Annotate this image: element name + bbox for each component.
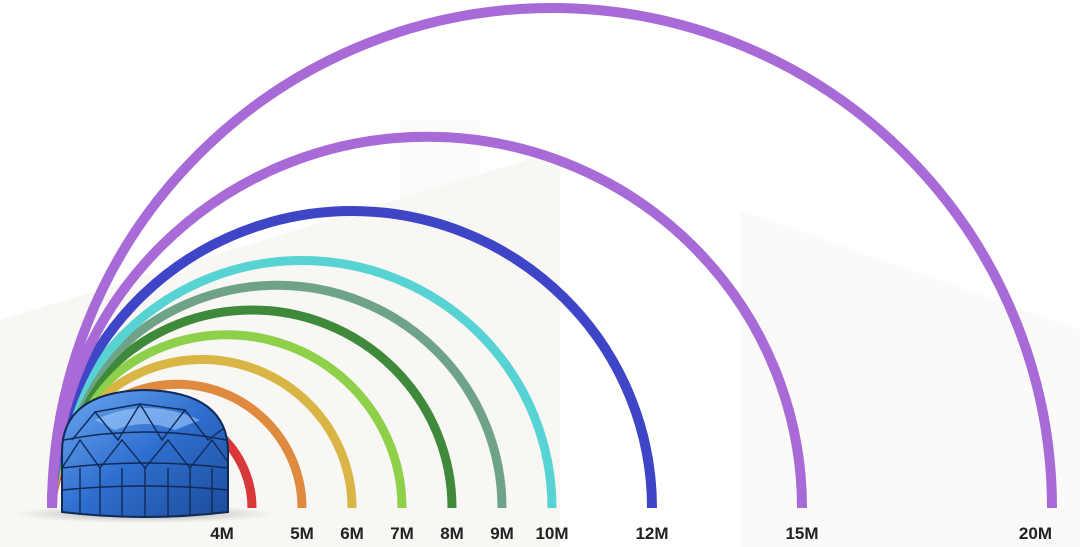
size-label-15m: 15M [785, 524, 818, 543]
size-label-12m: 12M [635, 524, 668, 543]
size-label-8m: 8M [440, 524, 464, 543]
size-labels: 4M 5M 6M 7M 8M 9M 10M 12M 15M 20M [210, 524, 1052, 543]
size-label-20m: 20M [1019, 524, 1052, 543]
size-label-9m: 9M [490, 524, 514, 543]
size-label-10m: 10M [535, 524, 568, 543]
size-arc-12m [47, 206, 657, 509]
size-arc-15m [47, 131, 807, 509]
size-label-5m: 5M [290, 524, 314, 543]
geodesic-dome-icon [15, 388, 275, 523]
size-label-6m: 6M [340, 524, 364, 543]
size-label-7m: 7M [390, 524, 414, 543]
size-label-4m: 4M [210, 524, 234, 543]
size-arcs [47, 3, 1057, 509]
size-arc-20m [47, 3, 1057, 509]
